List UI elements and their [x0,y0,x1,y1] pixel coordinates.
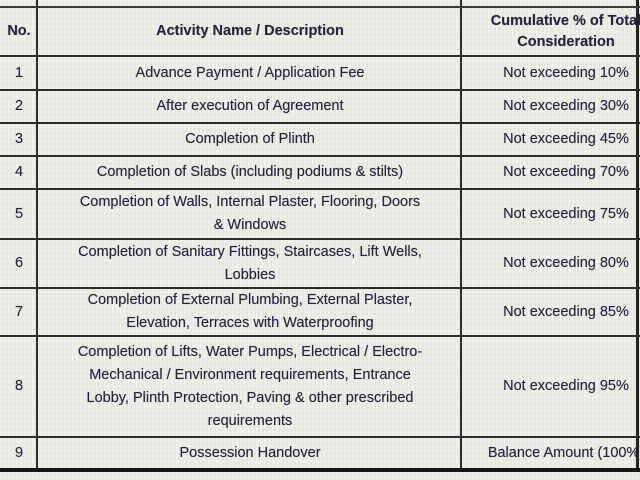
table-row: 2 After execution of Agreement Not exceedi… [0,91,640,124]
table-row: 8 Completion of Lifts, Water Pumps, Elect… [0,337,640,438]
table-row: 9 Possession Handover Balance Amount (100%… [0,438,640,472]
cell-row-number: 5 [14,205,24,222]
cell-activity-description: Completion of Lifts, Water Pumps, Electr… [77,343,423,429]
header-cell-no: No. [7,23,31,39]
cell-cumulative-percentage: Not exceeding 85% [503,303,629,320]
cell-activity-description: Completion of Slabs (including podiums &… [96,164,404,180]
cell-cumulative-percentage: Not exceeding 75% [503,205,629,222]
cell-row-number: 3 [14,131,24,147]
table-row: 7 Completion of External Plumbing, Extern… [0,289,640,337]
cell-row-number: 7 [14,303,24,320]
cell-cumulative-percentage: Balance Amount (100%) [487,444,640,461]
cell-cumulative-percentage: Not exceeding 70% [503,164,629,180]
cell-activity-description: Possession Handover [179,444,321,461]
table-row: 5 Completion of Walls, Internal Plaster, … [0,190,640,240]
table-row: 6 Completion of Sanitary Fittings, Stairc… [0,240,640,289]
table-row: 4 Completion of Slabs (including podiums … [0,157,640,190]
cell-activity-description: Completion of Sanitary Fittings, Stairca… [78,243,422,283]
cell-activity-description: Completion of Plinth [185,131,315,147]
cell-cumulative-percentage: Not exceeding 10% [503,64,629,81]
cell-activity-description: After execution of Agreement [156,98,344,114]
cell-activity-description: Completion of Walls, Internal Plaster, F… [79,194,421,233]
cell-row-number: 1 [14,64,24,81]
payment-schedule-table: No. Activity Name / Description Cumulati… [0,6,640,472]
header-cell-cumulative: Cumulative % of Total Consideration [490,12,640,50]
cell-cumulative-percentage: Not exceeding 45% [503,131,629,147]
column-divider-activity-cumulative [460,0,462,472]
cell-cumulative-percentage: Not exceeding 95% [503,378,629,394]
table-right-border [636,0,639,472]
column-divider-no-activity [36,0,38,472]
cell-row-number: 4 [14,164,24,180]
table-row: 1 Advance Payment / Application Fee Not ex… [0,57,640,91]
cell-row-number: 8 [14,378,24,394]
cell-cumulative-percentage: Not exceeding 80% [503,255,629,271]
table-header-row: No. Activity Name / Description Cumulati… [0,6,640,57]
table-row: 3 Completion of Plinth Not exceeding 45% [0,124,640,157]
header-cell-activity: Activity Name / Description [156,23,344,39]
cell-activity-description: Completion of External Plumbing, Externa… [87,292,413,331]
cell-row-number: 6 [14,255,24,271]
cell-cumulative-percentage: Not exceeding 30% [503,98,629,114]
cell-row-number: 2 [14,98,24,114]
cell-row-number: 9 [14,444,24,461]
cell-activity-description: Advance Payment / Application Fee [135,64,365,81]
